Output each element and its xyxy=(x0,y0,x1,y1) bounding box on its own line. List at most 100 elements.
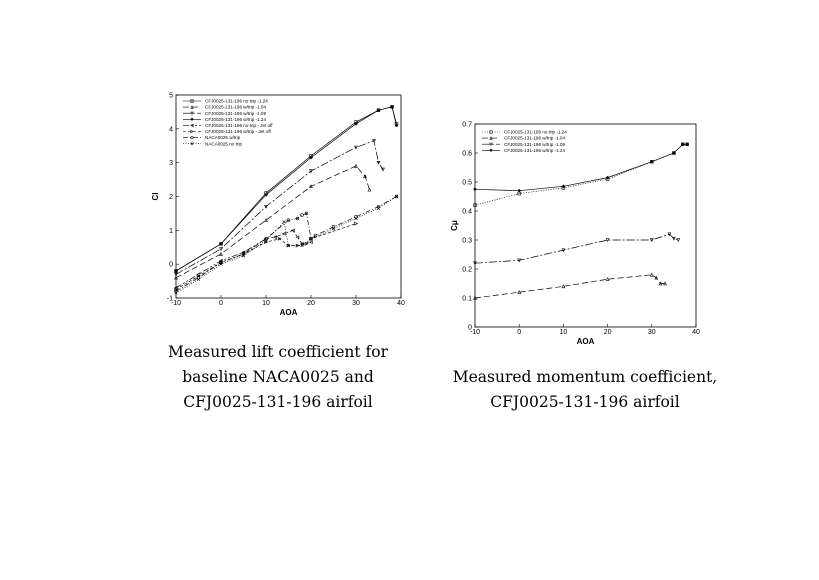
data-point xyxy=(381,167,385,172)
data-point xyxy=(561,248,566,253)
data-point xyxy=(190,142,194,146)
data-point xyxy=(649,272,654,277)
data-point xyxy=(473,261,477,266)
data-point xyxy=(517,188,522,193)
data-point xyxy=(241,254,246,258)
data-point xyxy=(517,290,522,294)
data-point xyxy=(489,130,493,134)
data-point xyxy=(372,138,376,143)
data-point xyxy=(394,194,399,199)
data-point xyxy=(376,160,381,165)
y-tick-label: 0.5 xyxy=(462,180,472,187)
data-point xyxy=(290,228,295,233)
data-point xyxy=(605,175,610,180)
data-point xyxy=(489,136,493,140)
series-line xyxy=(474,143,688,192)
y-tick-label: 0 xyxy=(169,262,173,269)
series-line xyxy=(175,106,397,272)
data-point xyxy=(219,247,223,252)
data-point xyxy=(376,206,381,210)
data-point xyxy=(354,216,358,221)
x-tick-label: 20 xyxy=(307,300,315,307)
data-point xyxy=(672,236,676,241)
data-point xyxy=(272,235,277,239)
data-point xyxy=(367,187,372,192)
data-point xyxy=(174,269,178,273)
series xyxy=(174,194,399,295)
y-tick-label: -1 xyxy=(167,296,173,303)
data-point xyxy=(663,281,667,286)
data-point xyxy=(190,129,194,134)
series xyxy=(174,138,385,277)
data-point xyxy=(561,184,566,189)
legend-entry: CFJ0025-131-196 w/trip -1.09 xyxy=(504,142,565,147)
data-point xyxy=(672,151,676,155)
series-line xyxy=(474,233,679,264)
data-point xyxy=(219,251,223,256)
data-point xyxy=(658,281,663,286)
series-line xyxy=(175,223,357,290)
data-point xyxy=(376,108,381,113)
legend-entry: CFJ0025-131-196 w/trip - Jet off xyxy=(205,129,272,134)
data-point xyxy=(676,238,681,243)
data-point xyxy=(281,231,286,236)
legend-entry: CFJ0025-131-196 no trip -1.24 xyxy=(205,99,268,104)
series xyxy=(174,105,399,273)
legend-entry: CFJ0025-131-196 no trip - Jet off xyxy=(205,123,273,128)
data-point xyxy=(174,291,178,295)
legend-entry: CFJ0025-131-196 w/trip -1.24 xyxy=(205,117,266,122)
data-point xyxy=(394,123,399,128)
y-tick-label: 0.6 xyxy=(462,151,472,158)
legend-entry: CFJ0025-131-196 no trip -1.24 xyxy=(504,130,567,135)
data-point xyxy=(685,142,689,147)
y-tick-label: 0 xyxy=(468,325,472,332)
data-point xyxy=(390,105,394,109)
data-point xyxy=(219,262,223,266)
series-line xyxy=(175,196,397,294)
data-point xyxy=(561,284,566,289)
x-tick-label: 40 xyxy=(692,329,700,336)
data-point xyxy=(354,145,358,150)
series-line xyxy=(175,140,384,275)
data-point xyxy=(277,236,282,241)
data-point xyxy=(605,238,610,243)
data-point xyxy=(295,235,300,239)
momentum-coefficient-chart: -10 0 10 20 30 4000.10.20.30.40.50.60.7AOACμC… xyxy=(450,122,700,347)
data-point xyxy=(313,233,318,238)
data-point xyxy=(309,184,313,189)
data-point xyxy=(654,275,659,280)
caption-line: Measured lift coefficient for xyxy=(167,343,389,361)
series xyxy=(174,194,399,293)
data-point xyxy=(605,277,610,281)
data-point xyxy=(264,204,268,209)
data-point xyxy=(363,174,367,178)
data-point xyxy=(304,211,309,216)
caption-line: Measured momentum coefficient, xyxy=(452,368,718,386)
data-point xyxy=(264,192,268,197)
y-tick-label: 0.4 xyxy=(462,209,472,216)
series xyxy=(473,232,681,266)
y-tick-label: 0.3 xyxy=(462,238,472,245)
y-tick-label: 5 xyxy=(169,93,173,100)
data-point xyxy=(473,203,477,207)
data-point xyxy=(174,272,178,277)
y-tick-label: 3 xyxy=(169,160,173,167)
data-point xyxy=(309,237,313,241)
data-point xyxy=(264,218,268,222)
y-tick-label: 2 xyxy=(169,194,173,201)
data-point xyxy=(649,238,654,243)
x-tick-label: 10 xyxy=(262,300,270,307)
data-point xyxy=(473,187,477,192)
data-point xyxy=(190,105,194,109)
data-point xyxy=(190,99,194,103)
data-point xyxy=(667,232,672,237)
series xyxy=(174,163,372,280)
data-point xyxy=(309,155,313,160)
data-point xyxy=(282,220,286,224)
data-point xyxy=(190,111,194,116)
x-tick-label: -10 xyxy=(470,329,480,336)
x-axis-label: AOA xyxy=(577,337,595,346)
legend-entry: CFJ0025-131-196 w/trip -1.24 xyxy=(504,148,565,153)
y-tick-label: 0.1 xyxy=(462,296,472,303)
plot-frame xyxy=(474,123,697,328)
